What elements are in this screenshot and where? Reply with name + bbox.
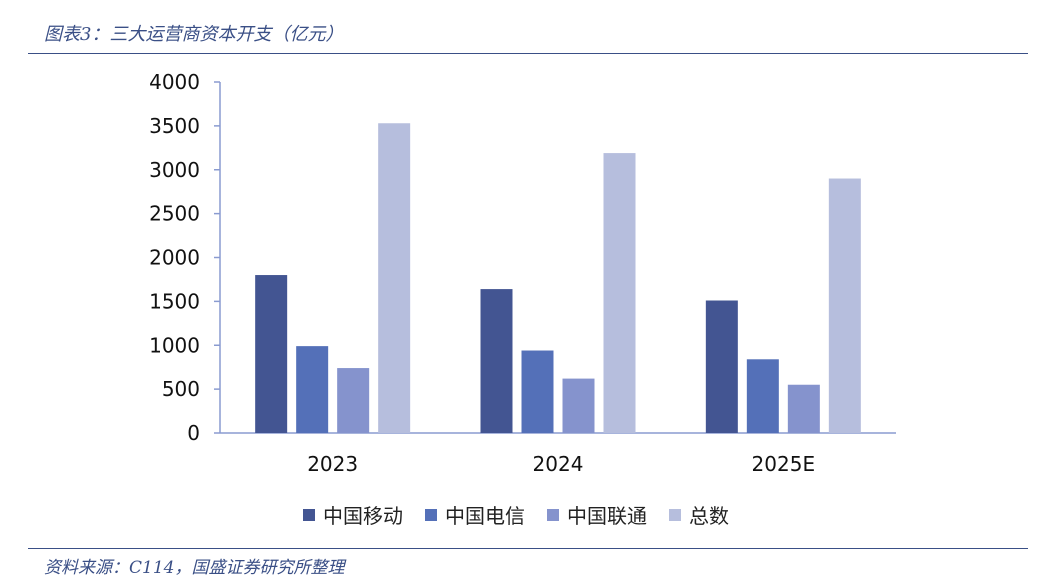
x-tick-label: 2023: [307, 452, 358, 476]
legend-label-total: 总数: [689, 504, 729, 528]
top-rule: [28, 53, 1028, 54]
bar-3-2023: [337, 368, 370, 433]
bottom-rule: [28, 548, 1028, 549]
bar-4-2024: [603, 153, 636, 433]
legend-swatch-china-mobile: [303, 508, 315, 521]
legend-item-china-unicom: 中国联通: [547, 500, 647, 529]
source-note: 资料来源：C114，国盛证券研究所整理: [44, 558, 345, 578]
x-tick-label: 2025E: [752, 452, 816, 476]
bar-3-2024: [562, 378, 595, 433]
x-tick-label: 2024: [533, 452, 584, 476]
legend-label-china-unicom: 中国联通: [567, 504, 647, 528]
bar-1-2023: [255, 275, 288, 433]
legend-label-china-mobile: 中国移动: [323, 504, 403, 528]
legend-item-china-telecom: 中国电信: [425, 500, 525, 529]
y-tick-label: 3500: [149, 114, 200, 138]
y-tick-label: 3000: [149, 158, 200, 182]
y-tick-label: 4000: [149, 70, 200, 94]
bar-2-2024: [521, 350, 554, 433]
y-tick-label: 0: [187, 421, 200, 445]
legend-swatch-china-telecom: [425, 508, 437, 521]
bar-1-2024: [480, 289, 513, 433]
y-tick-label: 1500: [149, 289, 200, 313]
y-tick-label: 2500: [149, 202, 200, 226]
legend-item-total: 总数: [669, 500, 729, 529]
legend-swatch-china-unicom: [547, 508, 559, 521]
bar-1-2025E: [705, 300, 738, 433]
legend-item-china-mobile: 中国移动: [303, 500, 403, 529]
bar-2-2023: [296, 346, 329, 433]
legend: 中国移动 中国电信 中国联通 总数: [303, 500, 729, 529]
y-tick-label: 2000: [149, 246, 200, 270]
y-tick-label: 1000: [149, 333, 200, 357]
figure-title: 图表3：三大运营商资本开支（亿元）: [44, 24, 344, 45]
y-tick-label: 500: [162, 377, 200, 401]
bar-chart: 0 500 1000 1500 2000 2500 3000 3500 4000 2023 2024…: [149, 70, 896, 476]
bar-3-2025E: [787, 384, 820, 433]
bar-4-2023: [378, 123, 411, 434]
legend-label-china-telecom: 中国电信: [445, 504, 525, 528]
legend-swatch-total: [669, 508, 681, 521]
bar-4-2025E: [828, 178, 861, 433]
bar-2-2025E: [746, 359, 779, 433]
